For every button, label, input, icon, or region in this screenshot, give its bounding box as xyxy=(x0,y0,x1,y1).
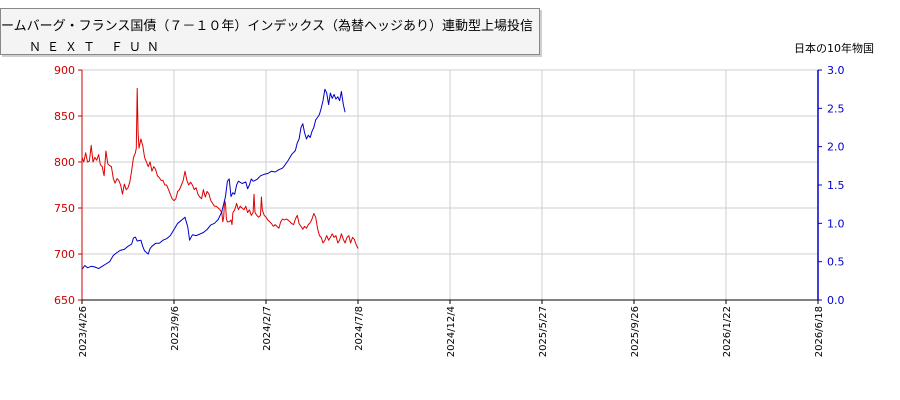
right-tick-label: 2.5 xyxy=(827,102,845,115)
tick-labels: 650 700 750 800 850 900 0.0 0.5 1.0 1.5 2.0 2.5 3.0 2… xyxy=(54,64,845,357)
chart-title-box: ームバーグ・フランス国債（７－１０年）インデックス（為替ヘッジあり）連動型上場投… xyxy=(0,8,540,55)
right-tick-label: 2.0 xyxy=(827,141,845,154)
left-tick-label: 800 xyxy=(54,156,75,169)
axes xyxy=(78,69,822,304)
right-axis-title: 日本の10年物国 xyxy=(794,42,874,55)
left-tick-label: 700 xyxy=(54,248,75,261)
x-tick-label: 2025/5/27 xyxy=(538,306,549,357)
chart-title: ームバーグ・フランス国債（７－１０年）インデックス（為替ヘッジあり）連動型上場投… xyxy=(1,19,533,34)
right-tick-label: 1.0 xyxy=(827,217,845,230)
left-tick-label: 900 xyxy=(54,64,75,77)
series-group xyxy=(81,87,359,270)
x-tick-label: 2023/4/26 xyxy=(78,306,89,357)
right-tick-label: 0.5 xyxy=(827,256,845,269)
right-tick-label: 1.5 xyxy=(827,179,845,192)
left-tick-label: 850 xyxy=(54,110,75,123)
left-tick-label: 650 xyxy=(54,294,75,307)
x-tick-label: 2024/12/4 xyxy=(446,306,457,357)
x-tick-label: 2026/1/22 xyxy=(722,306,733,357)
x-tick-label: 2026/6/18 xyxy=(814,306,825,357)
x-tick-label: 2024/2/7 xyxy=(262,306,273,351)
x-tick-label: 2024/7/8 xyxy=(354,306,365,351)
right-tick-label: 3.0 xyxy=(827,64,845,77)
left-tick-label: 750 xyxy=(54,202,75,215)
x-tick-label: 2025/9/26 xyxy=(630,306,641,357)
x-tick-label: 2023/9/6 xyxy=(170,306,181,351)
price-series-line xyxy=(81,87,359,249)
chart-subtitle: ＮＥＸＴ ＦＵＮ xyxy=(29,40,165,54)
yield-series-line xyxy=(81,88,346,270)
right-tick-label: 0.0 xyxy=(827,294,845,307)
